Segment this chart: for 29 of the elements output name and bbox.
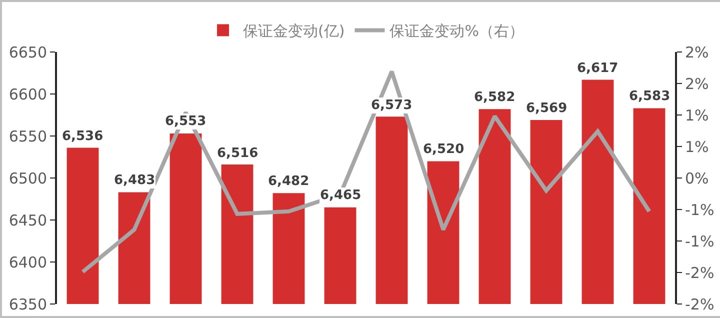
y-tick-label: 6450 (8, 211, 47, 230)
data-label: 6,520 (423, 142, 464, 157)
y2-tick-label: 1% (685, 138, 709, 156)
y-tick-label: 6550 (8, 127, 47, 146)
y2-tick-label: 2% (685, 74, 709, 93)
data-label: 6,483 (114, 173, 156, 188)
y2-tick-label: -1% (685, 232, 714, 250)
y-tick-label: 6650 (8, 43, 47, 62)
y2-tick-label: 1% (685, 106, 709, 124)
y-tick-label: 6350 (8, 295, 47, 314)
y2-tick-label: -1% (685, 200, 714, 219)
data-label: 6,482 (268, 174, 310, 189)
data-label: 6,617 (577, 61, 618, 76)
data-label: 6,553 (165, 114, 206, 129)
data-label: 6,573 (371, 98, 412, 113)
data-label: 6,583 (629, 89, 670, 104)
y-tick-label: 6500 (8, 169, 47, 188)
y2-tick-label: 2% (685, 43, 709, 62)
data-label: 6,569 (526, 101, 568, 116)
y-tick-label: 6600 (8, 85, 47, 104)
legend-label: 保证金变动%（右） (390, 22, 524, 40)
y-tick-label: 6400 (8, 253, 47, 272)
y2-tick-label: -2% (685, 264, 714, 282)
data-label: 6,582 (474, 90, 516, 105)
legend-label: 保证金变动(亿) (243, 22, 345, 40)
data-label: 6,536 (62, 129, 104, 144)
y2-tick-label: 0% (685, 169, 709, 188)
y2-tick-label: -2% (685, 295, 714, 314)
data-label: 6,516 (217, 146, 258, 161)
